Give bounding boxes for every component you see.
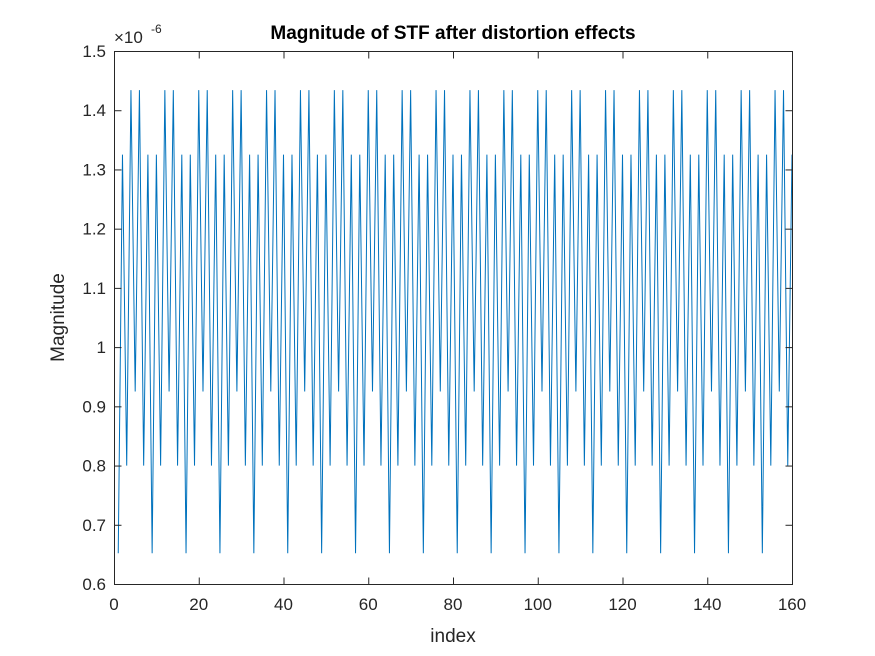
y-tick-label: 0.9 (82, 397, 106, 416)
y-tick-label: 1.5 (82, 42, 106, 61)
chart-title: Magnitude of STF after distortion effect… (270, 23, 635, 44)
x-tick-label: 60 (359, 595, 378, 614)
x-tick-label: 140 (693, 595, 721, 614)
y-exponent-power: -6 (151, 22, 162, 36)
y-tick-label: 0.8 (82, 457, 106, 476)
y-tick-label: 1 (97, 338, 106, 357)
x-tick-label: 20 (189, 595, 208, 614)
series-line-0 (117, 90, 793, 554)
y-tick-label: 0.6 (82, 575, 106, 594)
x-tick-label: 120 (608, 595, 636, 614)
axes-background (114, 51, 792, 584)
y-axis-label: Magnitude (48, 273, 69, 362)
y-tick-label: 1.1 (82, 279, 106, 298)
y-exponent-base: ×10 (114, 28, 143, 47)
tick-layer: 0 20 40 60 80 100 120 140 160 0.6 0.7 0.8 0.9 1 1.1 1.2… (82, 42, 806, 614)
y-tick-label: 1.4 (82, 101, 106, 120)
x-tick-label: 160 (778, 595, 806, 614)
x-tick-label: 0 (109, 595, 118, 614)
y-tick-label: 0.7 (82, 516, 106, 535)
x-tick-label: 80 (444, 595, 463, 614)
x-tick-label: 100 (524, 595, 552, 614)
x-axis-label: index (430, 626, 476, 647)
y-tick-label: 1.2 (82, 220, 106, 239)
y-tick-label: 1.3 (82, 160, 106, 179)
plot-line-layer (117, 90, 793, 554)
x-tick-label: 40 (274, 595, 293, 614)
